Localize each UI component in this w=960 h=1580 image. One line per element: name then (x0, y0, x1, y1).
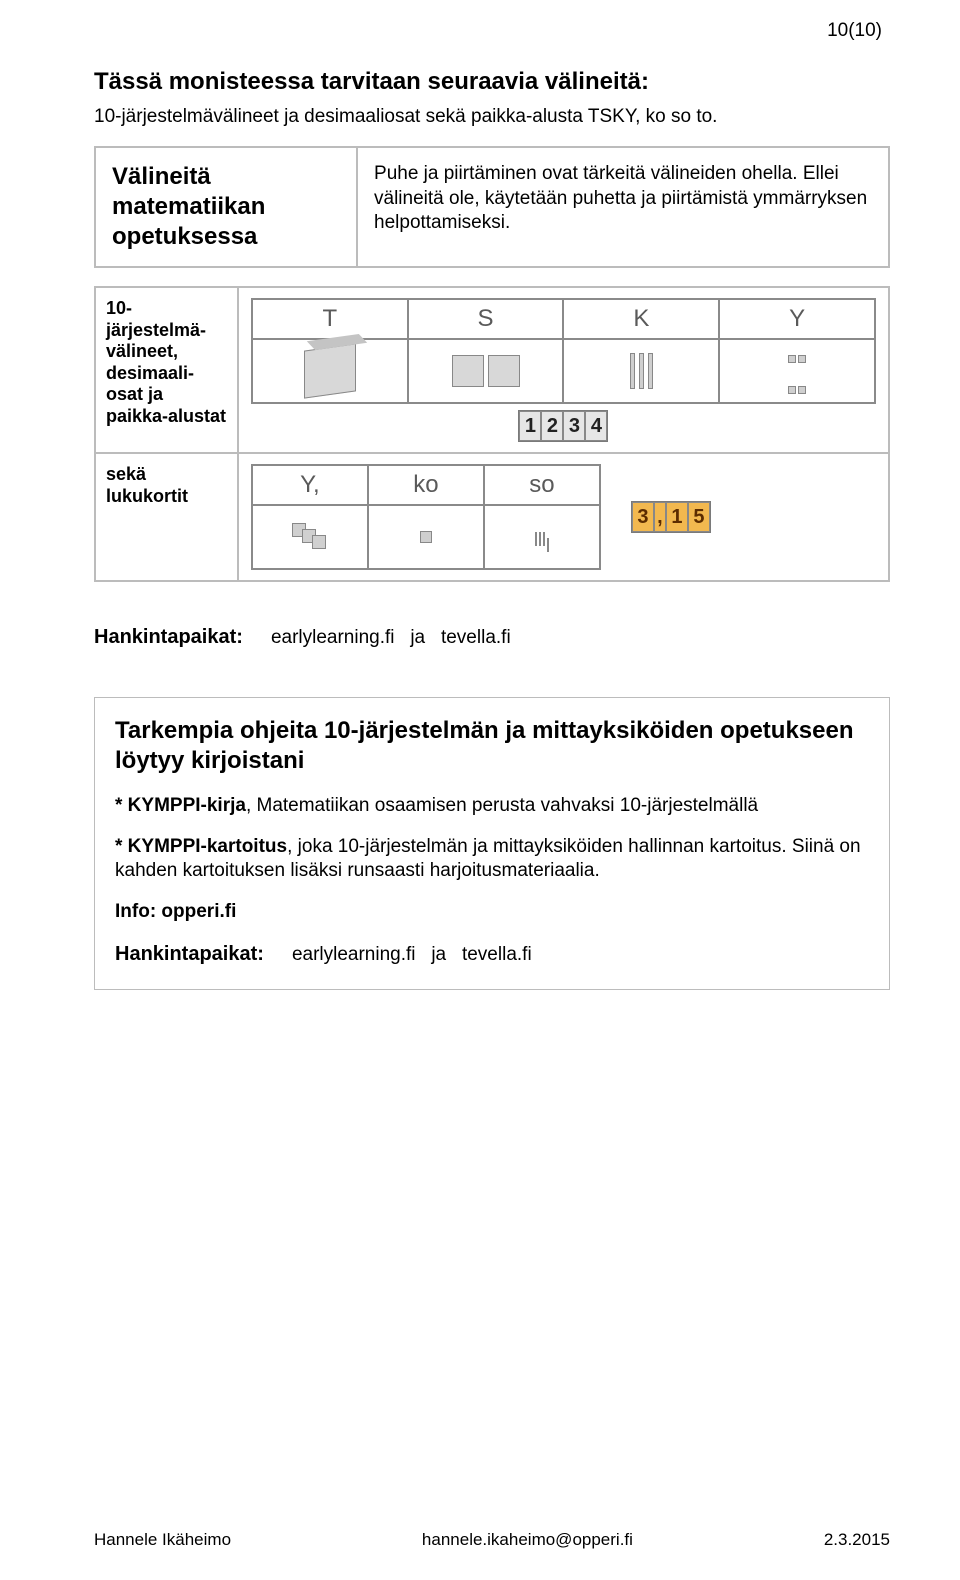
digit-5a: 5 (688, 502, 710, 532)
page-number: 10(10) (827, 20, 882, 42)
digit-1: 1 (519, 411, 541, 441)
materials-row1-graphic: T S K Y 1 2 3 (238, 287, 889, 453)
info-hankinta-row: Hankintapaikat: earlylearning.fi ja teve… (115, 941, 869, 968)
ykoso-head-ko: ko (368, 465, 484, 505)
digit-4: 4 (585, 411, 607, 441)
digit-3: 3 (563, 411, 585, 441)
info-hankinta-label: Hankintapaikat: (115, 941, 264, 967)
ykoso-cell-lines-icon (484, 505, 600, 569)
ykoso-table: Y, ko so (251, 464, 601, 570)
footer-author: Hannele Ikäheimo (94, 1530, 231, 1550)
ykoso-head-so: so (484, 465, 600, 505)
hankinta-label: Hankintapaikat: (94, 626, 243, 649)
footer: Hannele Ikäheimo hannele.ikaheimo@opperi… (94, 1530, 890, 1550)
ykoso-head-y: Y, (252, 465, 368, 505)
materials-row2-graphic: Y, ko so 3 , 1 5 (238, 453, 889, 581)
tsky-cell-hundred-flat-icon (408, 339, 564, 403)
footer-date: 2.3.2015 (824, 1530, 890, 1550)
intro-box: Välineitä matematiikan opetuksessa Puhe … (94, 146, 890, 268)
digit-1a: 1 (666, 502, 688, 532)
info-p3: Info: opperi.fi (115, 900, 869, 925)
tsky-head-s: S (408, 299, 564, 339)
tsky-cell-ten-rod-icon (563, 339, 719, 403)
digit-2: 2 (541, 411, 563, 441)
page-title: Tässä monisteessa tarvitaan seuraavia vä… (94, 68, 890, 96)
tsky-head-y: Y (719, 299, 875, 339)
digit-3a: 3 (632, 502, 654, 532)
materials-row2-label: sekä lukukortit (95, 453, 238, 581)
tsky-cell-thousand-cube-icon (252, 339, 408, 403)
info-p1: * KYMPPI-kirja, Matematiikan osaamisen p… (115, 794, 869, 819)
intro-left: Välineitä matematiikan opetuksessa (95, 147, 357, 267)
digits-1234: 1 2 3 4 (518, 410, 608, 442)
tsky-table: T S K Y (251, 298, 876, 404)
footer-email: hannele.ikaheimo@opperi.fi (422, 1530, 633, 1550)
info-hankinta-text: earlylearning.fi ja tevella.fi (292, 943, 532, 968)
materials-box: 10-järjestelmä-välineet, desimaali-osat … (94, 286, 890, 582)
ykoso-cell-cubes-icon (252, 505, 368, 569)
digits-315: 3 , 1 5 (631, 501, 711, 533)
hankinta-text: earlylearning.fi ja tevella.fi (271, 627, 511, 649)
tsky-head-k: K (563, 299, 719, 339)
info-heading: Tarkempia ohjeita 10-järjestelmän ja mit… (115, 716, 869, 776)
info-p1-bold: * KYMPPI-kirja (115, 795, 246, 816)
digit-comma: , (654, 502, 666, 532)
materials-row1-label: 10-järjestelmä-välineet, desimaali-osat … (95, 287, 238, 453)
page-subtitle: 10-järjestelmävälineet ja desimaaliosat … (94, 106, 890, 128)
info-box: Tarkempia ohjeita 10-järjestelmän ja mit… (94, 697, 890, 990)
info-p1-rest: , Matematiikan osaamisen perusta vahvaks… (246, 795, 758, 816)
tsky-head-t: T (252, 299, 408, 339)
tsky-cell-unit-cube-icon (719, 339, 875, 403)
hankinta-row: Hankintapaikat: earlylearning.fi ja teve… (94, 626, 890, 649)
info-p2: * KYMPPI-kartoitus, joka 10-järjestelmän… (115, 835, 869, 884)
intro-right: Puhe ja piirtäminen ovat tärkeitä väline… (357, 147, 889, 267)
ykoso-cell-square-icon (368, 505, 484, 569)
info-p2-bold: * KYMPPI-kartoitus (115, 836, 287, 857)
